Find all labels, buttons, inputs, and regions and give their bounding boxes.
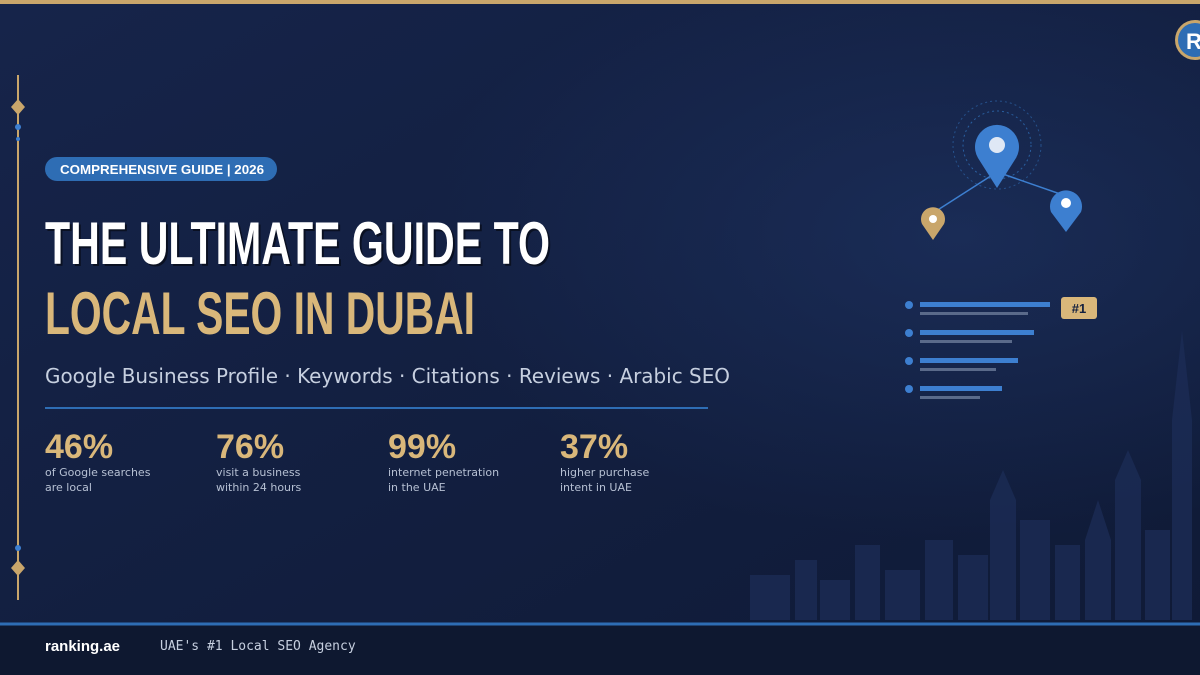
- title-line: LOCAL SEO IN DUBAI: [45, 280, 475, 347]
- stat-label: are local: [45, 481, 92, 494]
- footer-bg: [0, 623, 1200, 675]
- ranking-list: [905, 297, 1097, 399]
- skyline: [750, 330, 1192, 620]
- stats: 46%of Google searches are local 76%visit a…: [45, 428, 649, 494]
- stat-label: within 24 hours: [216, 481, 302, 494]
- stat-label: in the UAE: [388, 481, 446, 494]
- map-pins: [921, 100, 1082, 240]
- stat-value: 37%: [560, 428, 628, 466]
- left-ornament: [11, 75, 25, 600]
- logo: R: [1175, 20, 1200, 60]
- subtitle: Google Business Profile · Keywords · Cit…: [45, 364, 730, 388]
- footer-brand: ranking.ae: [45, 638, 120, 655]
- badge-pill: [45, 157, 277, 181]
- title-shadow: THE ULTIMATE GUIDE TO: [47, 212, 552, 279]
- stat-label: intent in UAE: [560, 481, 632, 494]
- title-line: THE ULTIMATE GUIDE TO: [45, 210, 550, 277]
- stat-value: 76%: [216, 428, 284, 466]
- stat-label: of Google searches: [45, 466, 151, 479]
- badge: COMPREHENSIVE GUIDE | 2026: [60, 162, 264, 177]
- stat-value: 46%: [45, 428, 113, 466]
- top-rule: [0, 0, 1200, 4]
- logo-text: R: [1186, 29, 1200, 54]
- stat-value: 99%: [388, 428, 456, 466]
- stat-label: higher purchase: [560, 466, 649, 479]
- footer-tagline: UAE's #1 Local SEO Agency: [160, 639, 356, 654]
- stat-label: visit a business: [216, 466, 301, 479]
- rank-badge: #1: [1072, 301, 1086, 316]
- stat-label: internet penetration: [388, 466, 499, 479]
